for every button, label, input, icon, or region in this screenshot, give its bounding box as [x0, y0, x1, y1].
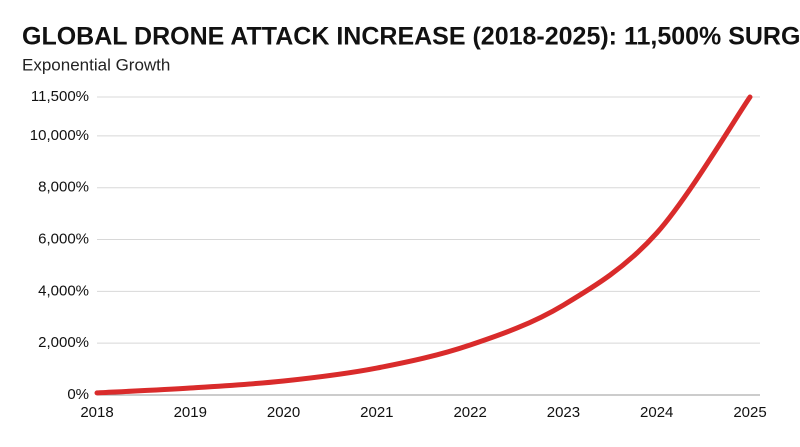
y-tick-label: 11,500% [31, 88, 89, 105]
y-tick-label: 0% [67, 386, 89, 403]
x-tick-label: 2025 [733, 404, 766, 421]
x-tick-label: 2024 [640, 404, 673, 421]
x-tick-label: 2019 [174, 404, 207, 421]
x-tick-label: 2022 [453, 404, 486, 421]
x-tick-label: 2021 [360, 404, 393, 421]
y-tick-label: 10,000% [30, 127, 89, 144]
chart-subtitle: Exponential Growth [22, 55, 170, 74]
x-tick-label: 2020 [267, 404, 300, 421]
x-tick-label: 2023 [547, 404, 580, 421]
y-tick-label: 8,000% [38, 179, 89, 196]
y-tick-label: 4,000% [38, 282, 89, 299]
x-tick-label: 2018 [80, 404, 113, 421]
y-tick-label: 2,000% [38, 334, 89, 351]
y-tick-label: 6,000% [38, 230, 89, 247]
line [94, 94, 753, 396]
chart-title: GLOBAL DRONE ATTACK INCREASE (2018-2025)… [22, 23, 800, 51]
